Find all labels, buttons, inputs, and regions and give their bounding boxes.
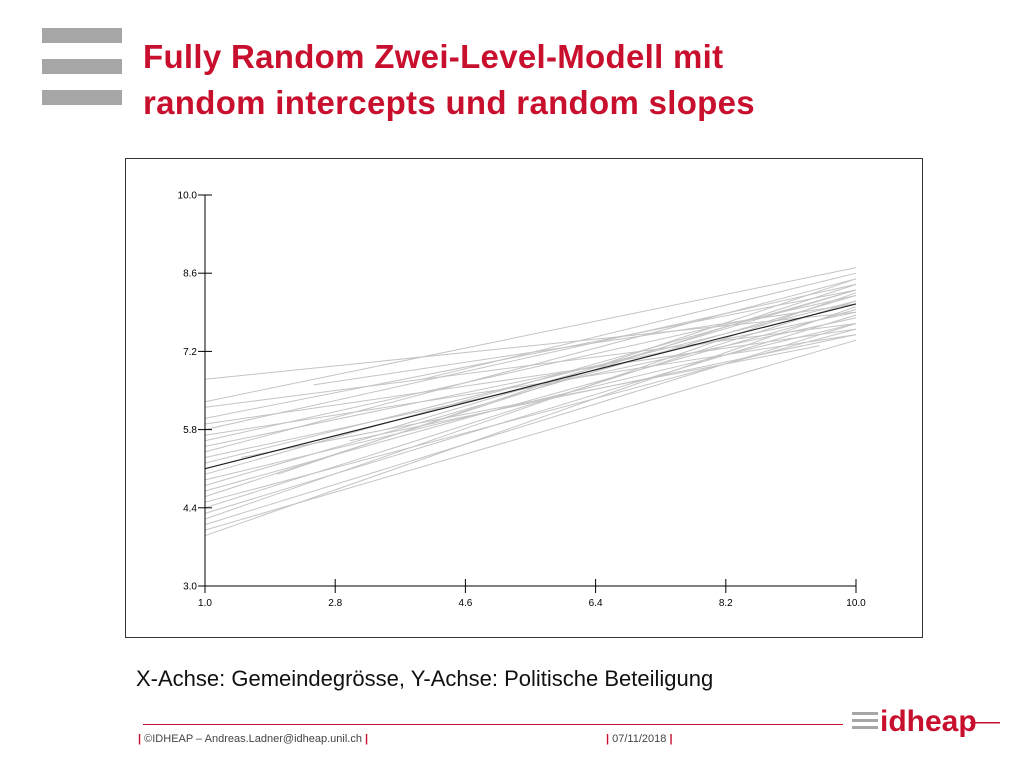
footer-date-text: 07/11/2018 bbox=[612, 733, 667, 745]
title-line-2: random intercepts und random slopes bbox=[143, 84, 755, 121]
footer-separator: | bbox=[669, 733, 673, 745]
logo-text: idheap bbox=[880, 705, 977, 738]
random-effect-line bbox=[204, 278, 857, 453]
y-tick-label: 5.8 bbox=[183, 425, 197, 436]
title-line-1: Fully Random Zwei-Level-Modell mit bbox=[143, 38, 724, 75]
random-effect-line bbox=[204, 339, 857, 531]
chart-frame: 3.0 4.4 5.8 7.2 8.6 10.0 1.0 2.8 4.6 6.4 8.2 10.0 bbox=[125, 158, 923, 638]
random-effect-line bbox=[204, 328, 857, 425]
random-effect-line bbox=[421, 272, 857, 380]
random-effect-line bbox=[204, 309, 857, 492]
x-tick-label: 2.8 bbox=[328, 598, 342, 609]
x-tick-label: 8.2 bbox=[719, 598, 733, 609]
random-effect-line bbox=[204, 306, 857, 537]
footer-date: | 07/11/2018 | bbox=[606, 733, 673, 745]
menu-icon bbox=[42, 28, 122, 108]
random-effect-line bbox=[204, 267, 857, 403]
random-effect-line bbox=[241, 345, 820, 458]
random-effect-line bbox=[313, 303, 857, 386]
footer-separator: | bbox=[138, 733, 142, 745]
x-tick-label: 10.0 bbox=[846, 598, 866, 609]
random-effect-line bbox=[204, 311, 857, 447]
footer-separator: | bbox=[365, 733, 369, 745]
random-effect-line bbox=[204, 311, 857, 380]
footer-copyright-text: ©IDHEAP – Andreas.Ladner@idheap.unil.ch bbox=[144, 733, 362, 745]
y-tick-label: 10.0 bbox=[178, 191, 198, 202]
footer-copyright: | ©IDHEAP – Andreas.Ladner@idheap.unil.c… bbox=[138, 733, 368, 745]
random-effect-line bbox=[204, 289, 857, 475]
random-effect-line bbox=[204, 317, 857, 458]
slide-title: Fully Random Zwei-Level-Modell mit rando… bbox=[143, 34, 1003, 126]
line-chart: 3.0 4.4 5.8 7.2 8.6 10.0 1.0 2.8 4.6 6.4 8.2 10.0 bbox=[178, 191, 867, 610]
random-effect-line bbox=[385, 289, 857, 431]
footer-divider bbox=[143, 724, 843, 725]
idheap-logo: idheap bbox=[852, 705, 1000, 738]
x-tick-label: 6.4 bbox=[589, 598, 603, 609]
y-tick-label: 8.6 bbox=[183, 269, 197, 280]
fixed-effect-line bbox=[204, 303, 857, 470]
random-effect-line bbox=[204, 323, 857, 526]
random-effect-line bbox=[204, 300, 857, 509]
x-tick-label: 4.6 bbox=[458, 598, 472, 609]
random-effect-line bbox=[204, 334, 857, 436]
random-effect-line bbox=[204, 292, 857, 520]
x-tick-label: 1.0 bbox=[198, 598, 212, 609]
y-tick-label: 7.2 bbox=[183, 347, 197, 358]
random-effect-line bbox=[204, 283, 857, 431]
y-tick-label: 3.0 bbox=[183, 582, 197, 593]
random-effect-line bbox=[204, 289, 857, 419]
chart-caption: X-Achse: Gemeindegrösse, Y-Achse: Politi… bbox=[136, 666, 714, 691]
footer-separator: | bbox=[606, 733, 610, 745]
random-effect-line bbox=[204, 314, 857, 514]
random-effect-line bbox=[204, 283, 857, 498]
y-tick-label: 4.4 bbox=[183, 503, 197, 514]
